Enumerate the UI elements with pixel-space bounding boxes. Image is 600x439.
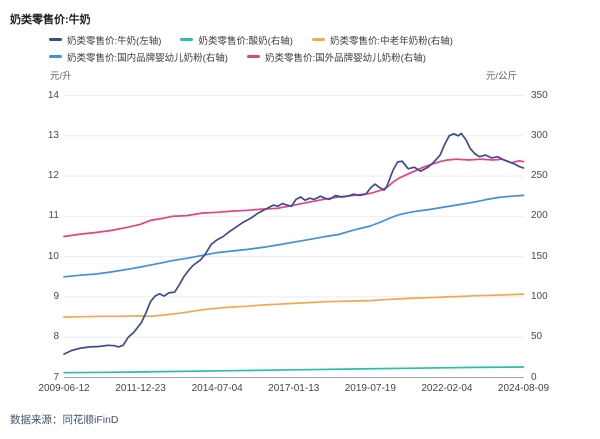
x-tick-label: 2011-12-23 [115,383,166,394]
series-line-domestic-infant-powder [63,194,525,278]
series-line-yogurt [63,366,525,374]
legend-swatch-milk [49,38,62,41]
y-right-tick-label: 100 [531,290,548,302]
legend-label: 奶类零售价:中老年奶粉(右轴) [329,35,453,47]
legend-swatch-yogurt [180,38,194,41]
legend: 奶类零售价:牛奶(左轴) 奶类零售价:酸奶(右轴) 奶类零售价:中老年奶粉(右轴) … [49,31,453,65]
legend-label: 奶类零售价:国外品牌婴幼儿奶粉(右轴) [264,52,426,64]
x-tick-label: 2024-08-09 [497,383,550,394]
series-line-milk [63,132,525,355]
y-left-tick-label: 11 [48,210,59,222]
x-tick-label: 2019-07-19 [344,383,396,394]
chart-title: 奶类零售价:牛奶 [10,14,91,26]
x-tick-label: 2009-06-12 [38,383,90,394]
y-right-tick-label: 150 [531,250,548,262]
y-right-tick-label: 350 [531,89,548,101]
y-left-tick-label: 10 [47,250,59,262]
legend-swatch-domestic-infant-powder [49,55,62,58]
y-right-tick-label: 300 [531,129,548,141]
y-right-tick-label: 50 [531,331,543,343]
y-left-tick-label: 13 [47,129,59,141]
y-right-tick-label: 0 [531,371,537,383]
y-left-tick-label: 9 [53,290,59,302]
data-source-label: 数据来源：同花顺iFinD [10,414,119,426]
x-tick-label: 2017-01-13 [268,383,320,394]
y-right-tick-label: 200 [531,210,548,222]
y-right-tick-label: 250 [531,170,548,182]
legend-label: 奶类零售价:酸奶(右轴) [198,35,293,47]
series-line-foreign-infant-powder [63,158,525,238]
legend-row-2: 奶类零售价:国内品牌婴幼儿奶粉(右轴) 奶类零售价:国外品牌婴幼儿奶粉(右轴) [49,48,453,65]
legend-item-milk[interactable]: 奶类零售价:牛奶(左轴) [49,33,161,47]
legend-item-domestic-infant-powder[interactable]: 奶类零售价:国内品牌婴幼儿奶粉(右轴) [49,50,228,64]
x-tick-label: 2014-07-04 [191,383,243,394]
legend-label: 奶类零售价:国内品牌婴幼儿奶粉(右轴) [67,52,228,64]
x-tick-label: 2022-02-04 [421,383,473,394]
y-left-tick-label: 12 [47,170,59,182]
y-left-tick-label: 8 [53,331,59,343]
legend-item-yogurt[interactable]: 奶类零售价:酸奶(右轴) [180,33,293,47]
right-axis-unit: 元/公斤 [485,71,517,82]
y-left-tick-label: 14 [47,89,59,101]
left-axis-unit: 元/升 [50,71,72,82]
legend-swatch-senior-powder [311,38,325,41]
y-left-tick-label: 7 [53,371,59,383]
legend-swatch-foreign-infant-powder [246,55,260,58]
legend-row-1: 奶类零售价:牛奶(左轴) 奶类零售价:酸奶(右轴) 奶类零售价:中老年奶粉(右轴) [49,31,453,48]
series-line-senior-powder [63,293,525,318]
legend-item-foreign-infant-powder[interactable]: 奶类零售价:国外品牌婴幼儿奶粉(右轴) [246,50,426,64]
legend-item-senior-powder[interactable]: 奶类零售价:中老年奶粉(右轴) [311,33,453,47]
legend-label: 奶类零售价:牛奶(左轴) [67,35,162,47]
